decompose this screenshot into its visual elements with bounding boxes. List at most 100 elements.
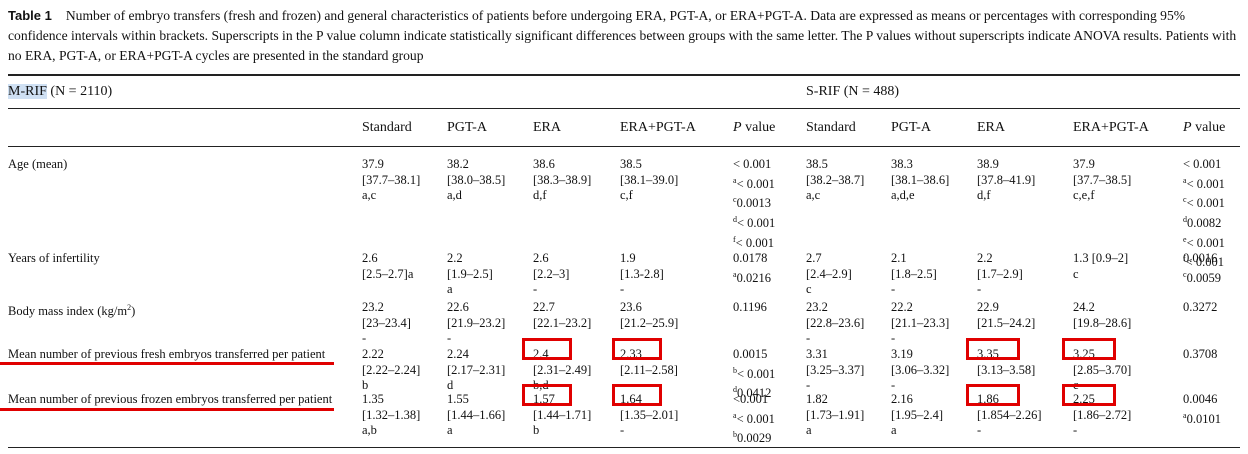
cell-line: [37.7–38.1] — [362, 172, 421, 187]
cell-line: 2.6 — [533, 251, 549, 265]
cell-line: 2.2 — [977, 251, 993, 265]
cell-line: [21.1–23.3] — [891, 315, 950, 330]
row-underline — [0, 362, 334, 365]
cell-line: - — [891, 378, 896, 392]
cell-line: 0.3272 — [1183, 300, 1218, 314]
column-header: Standard — [362, 120, 412, 135]
table-cell: 0.0016 c0.0059 — [1183, 251, 1221, 286]
cell-line: d0.0412 — [733, 385, 772, 401]
cell-line: 2.25 — [1073, 392, 1095, 406]
cell-line: [1.44–1.71] — [533, 407, 592, 422]
cell-line: d,f — [977, 188, 991, 202]
cell-line: - — [447, 331, 452, 345]
table-cell: 2.4 [2.31–2.49] b,d — [533, 347, 591, 394]
top-rule — [8, 74, 1240, 76]
table-cell: 1.35 [1.32–1.38] a,b — [362, 392, 420, 439]
cell-line: c,e,f — [1073, 188, 1095, 202]
table-cell: 38.5 [38.2–38.7] a,c — [806, 157, 864, 204]
table-cell: 2.24 [2.17–2.31] d — [447, 347, 505, 394]
cell-line: b — [362, 378, 369, 392]
cell-line: a,c — [806, 188, 821, 202]
cell-line: 38.2 — [447, 157, 469, 171]
highlight-box — [966, 384, 1020, 406]
cell-line: a,b — [362, 423, 377, 437]
cell-line: - — [977, 282, 982, 296]
cell-line: [1.854–2.26] — [977, 407, 1042, 422]
cell-line: 22.2 — [891, 300, 913, 314]
highlight-box — [1062, 338, 1116, 360]
table-cell: 2.7 [2.4–2.9] c — [806, 251, 852, 298]
cell-line: [1.73–1.91] — [806, 407, 865, 422]
cell-line: c0.0013 — [733, 195, 771, 211]
cell-line: a,c — [362, 188, 377, 202]
cell-line: 22.7 — [533, 300, 555, 314]
table-cell: 1.9 [1.3-2.8] - — [620, 251, 664, 298]
cell-line: 0.1196 — [733, 300, 767, 314]
cell-line: e< 0.001 — [1183, 234, 1225, 250]
row-label: Age (mean) — [8, 157, 68, 171]
cell-line: 1.64 — [620, 392, 642, 406]
group-rule — [8, 108, 1240, 109]
cell-line: 2.1 — [891, 251, 907, 265]
cell-line: - — [533, 282, 538, 296]
cell-line: <0.001 — [733, 392, 769, 406]
cell-line: [2.17–2.31] — [447, 362, 506, 377]
column-header: ERA+PGT-A — [620, 120, 696, 135]
cell-line: 2.6 — [362, 251, 378, 265]
table-cell: 3.31 [3.25–3.37] - — [806, 347, 864, 394]
table-cell: < 0.001 a< 0.001 c< 0.001 d0.0082 e< 0.001 f<… — [1183, 157, 1225, 271]
cell-line: c,f — [620, 188, 633, 202]
table-cell: 1.3 [0.9–2] c — [1073, 251, 1128, 282]
cell-line: 38.6 — [533, 157, 555, 171]
table-cell: 38.3 [38.1–38.6] a,d,e — [891, 157, 949, 204]
cell-line: - — [620, 423, 625, 437]
cell-line: [19.8–28.6] — [1073, 315, 1132, 330]
cell-line: a< 0.001 — [733, 410, 775, 426]
cell-line: [21.5–24.2] — [977, 315, 1036, 330]
table-cell: 1.57 [1.44–1.71] b — [533, 392, 591, 439]
table-caption: Table 1 Number of embryo transfers (fresh… — [8, 6, 1240, 66]
highlight-box — [522, 384, 572, 406]
cell-line: 38.9 — [977, 157, 999, 171]
cell-line: [22.8–23.6] — [806, 315, 865, 330]
cell-line: d,f — [533, 188, 547, 202]
caption-text: Number of embryo transfers (fresh and fr… — [8, 8, 1237, 63]
table-cell: 0.1196 — [733, 300, 767, 316]
cell-line: < 0.001 — [1183, 157, 1222, 171]
table-cell: 2.22 [2.22–2.24] b — [362, 347, 420, 394]
cell-line: [1.7–2.9] — [977, 266, 1023, 281]
cell-line: d — [447, 378, 454, 392]
cell-line: 2.16 — [891, 392, 913, 406]
cell-line: d0.0082 — [1183, 214, 1222, 230]
cell-line: 38.5 — [620, 157, 642, 171]
cell-line: d< 0.001 — [733, 214, 776, 230]
cell-line: [1.35–2.01] — [620, 407, 679, 422]
table-cell: 23.6 [21.2–25.9] - — [620, 300, 678, 347]
table-cell: 23.2 [22.8–23.6] - — [806, 300, 864, 347]
cell-line: 1.3 [0.9–2] — [1073, 251, 1129, 265]
cell-line: 38.5 — [806, 157, 828, 171]
cell-line: c< 0.001 — [1183, 195, 1225, 211]
cell-line: 2.24 — [447, 347, 469, 361]
cell-line: 1.57 — [533, 392, 555, 406]
cell-line: [37.8–41.9] — [977, 172, 1036, 187]
table-cell: 2.6 [2.5–2.7]a — [362, 251, 413, 282]
cell-line: [3.25–3.37] — [806, 362, 865, 377]
cell-line: [1.8–2.5] — [891, 266, 937, 281]
cell-line: 38.3 — [891, 157, 913, 171]
cell-line: [2.5–2.7]a — [362, 266, 414, 281]
table-cell: 2.2 [1.9–2.5] a — [447, 251, 493, 298]
cell-line: 37.9 — [1073, 157, 1095, 171]
table-cell: 3.19 [3.06–3.32] - — [891, 347, 949, 394]
cell-line: 23.2 — [806, 300, 828, 314]
cell-line: [3.06–3.32] — [891, 362, 950, 377]
cell-line: a,d,e — [891, 188, 915, 202]
table-cell: 38.6 [38.3–38.9] d,f — [533, 157, 591, 204]
cell-line: [2.4–2.9] — [806, 266, 852, 281]
bottom-rule — [8, 447, 1240, 448]
cell-line: 3.19 — [891, 347, 913, 361]
cell-line: [1.9–2.5] — [447, 266, 493, 281]
table-cell: 2.16 [1.95–2.4] a — [891, 392, 943, 439]
table-cell: 0.3272 — [1183, 300, 1217, 316]
mrif-group-header: M-RIF (N = 2110) — [8, 84, 112, 100]
